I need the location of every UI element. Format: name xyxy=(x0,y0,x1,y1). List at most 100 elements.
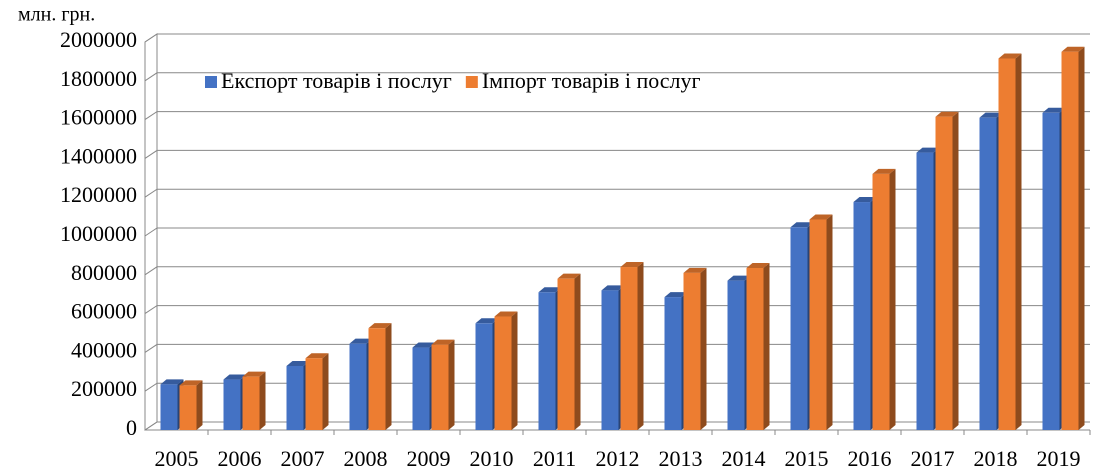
y-tick-label: 1000000 xyxy=(60,221,137,246)
x-tick-label: 2010 xyxy=(470,446,514,471)
bar xyxy=(1061,51,1079,430)
x-tick-label: 2006 xyxy=(218,446,262,471)
bar xyxy=(242,376,260,430)
y-tick-label: 600000 xyxy=(71,299,137,324)
bar-top xyxy=(557,273,581,279)
y-tick-label: 1400000 xyxy=(60,143,137,168)
bar-side xyxy=(1078,46,1085,430)
bar xyxy=(809,219,827,430)
bar xyxy=(935,116,953,430)
x-tick-label: 2012 xyxy=(596,446,640,471)
bar-top xyxy=(872,168,896,174)
legend-label: Імпорт товарів і послуг xyxy=(482,68,701,93)
x-tick-label: 2005 xyxy=(155,446,199,471)
grid-line xyxy=(144,188,1090,198)
bar xyxy=(979,117,997,430)
bar-top xyxy=(494,311,518,317)
bar-top xyxy=(475,318,499,324)
bar xyxy=(223,379,241,430)
grid-line xyxy=(144,111,1090,121)
bar xyxy=(305,358,323,430)
bar-side xyxy=(385,323,392,430)
y-tick-label: 400000 xyxy=(71,337,137,362)
bar xyxy=(746,268,764,430)
legend-swatch xyxy=(465,76,478,88)
bar-side xyxy=(637,262,644,430)
bar-top xyxy=(1061,46,1085,52)
x-tick-label: 2008 xyxy=(344,446,388,471)
bar-side xyxy=(826,214,833,430)
bar-side xyxy=(259,371,266,430)
bar xyxy=(557,278,575,430)
y-tick-label: 0 xyxy=(126,415,137,440)
y-tick-label: 1200000 xyxy=(60,182,137,207)
y-tick-label: 2000000 xyxy=(60,27,137,52)
bar-top xyxy=(620,262,644,268)
bar-top xyxy=(790,222,814,228)
bar-side xyxy=(700,267,707,430)
grid-line xyxy=(144,266,1090,276)
bar-top xyxy=(746,263,770,269)
x-tick-label: 2017 xyxy=(911,446,955,471)
bar-side xyxy=(196,380,203,430)
bar xyxy=(475,323,493,430)
bar-top xyxy=(601,285,625,291)
bar-top xyxy=(286,360,310,366)
bar-side xyxy=(322,353,329,430)
x-tick-label: 2015 xyxy=(785,446,829,471)
bar-top xyxy=(853,197,877,203)
bar-side xyxy=(1015,53,1022,431)
y-axis-label: млн. грн. xyxy=(18,4,95,26)
bar xyxy=(683,272,701,430)
y-tick-label: 200000 xyxy=(71,376,137,401)
y-tick-label: 1600000 xyxy=(60,105,137,130)
bar xyxy=(431,344,449,430)
bar-top xyxy=(727,275,751,281)
bar-top xyxy=(242,371,266,377)
bar xyxy=(664,297,682,430)
bar-top xyxy=(368,323,392,329)
bar-top xyxy=(538,287,562,293)
legend-label: Експорт товарів і послуг xyxy=(221,68,452,93)
bar xyxy=(872,173,890,431)
bar-top xyxy=(935,111,959,117)
grid-line xyxy=(144,305,1090,315)
bar-top xyxy=(979,112,1003,118)
bar xyxy=(1042,112,1060,430)
x-tick-label: 2007 xyxy=(281,446,325,471)
x-tick-label: 2014 xyxy=(722,446,766,471)
bar-top xyxy=(683,267,707,273)
bar xyxy=(538,292,556,430)
bar-top xyxy=(349,338,373,344)
bar xyxy=(179,385,197,430)
bar xyxy=(368,328,386,430)
bar-top xyxy=(223,374,247,380)
x-tick-label: 2019 xyxy=(1037,446,1081,471)
bar-side xyxy=(889,168,896,431)
x-tick-label: 2018 xyxy=(974,446,1018,471)
grid-line xyxy=(144,33,1090,43)
grid-line xyxy=(144,149,1090,159)
bar-top xyxy=(431,339,455,345)
bar xyxy=(494,316,512,430)
bar xyxy=(349,343,367,430)
bar xyxy=(853,202,871,430)
bar-top xyxy=(809,214,833,220)
bar xyxy=(160,384,178,430)
grid-line xyxy=(144,343,1090,353)
bar-side xyxy=(448,339,455,430)
bar-top xyxy=(160,379,184,385)
bar-side xyxy=(763,263,770,430)
bar xyxy=(601,290,619,430)
bar xyxy=(727,280,745,430)
bar-top xyxy=(1042,107,1066,113)
bar xyxy=(620,267,638,430)
grid-line xyxy=(144,421,1090,431)
x-tick-label: 2009 xyxy=(407,446,451,471)
x-tick-label: 2011 xyxy=(533,446,576,471)
y-tick-label: 800000 xyxy=(71,260,137,285)
bar-top xyxy=(305,353,329,359)
bar-top xyxy=(412,342,436,348)
legend-swatch xyxy=(205,76,217,88)
